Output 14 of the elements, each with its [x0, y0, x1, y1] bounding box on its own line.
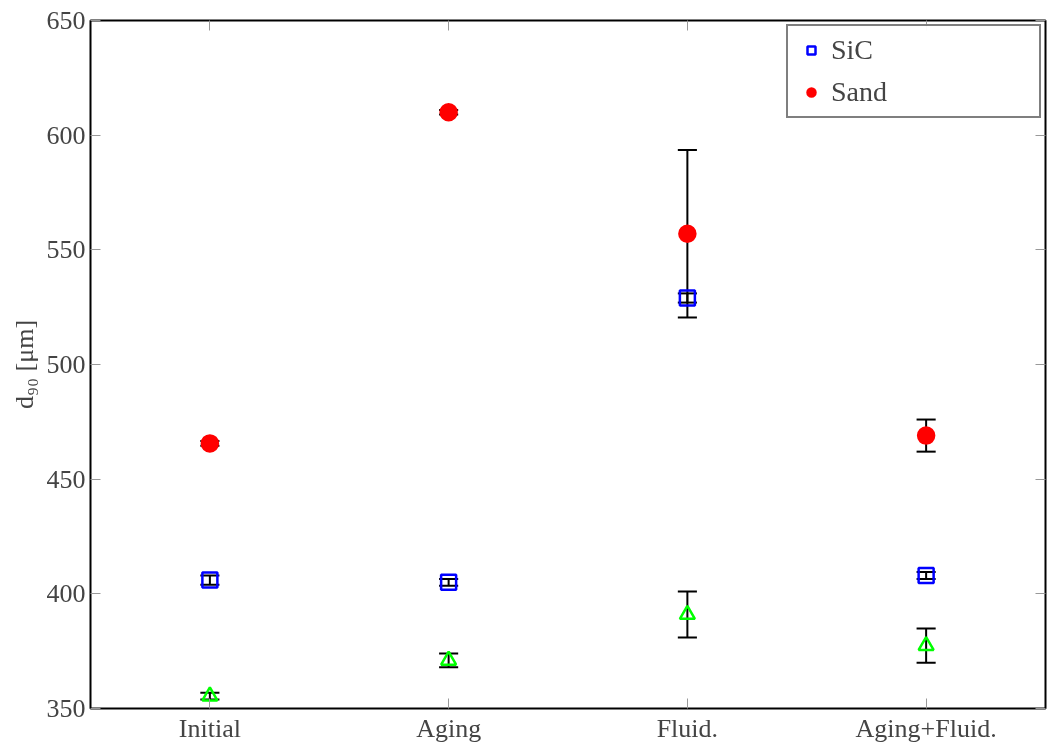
x-tick-label: Aging+Fluid.: [855, 713, 997, 743]
y-tick-label: 350: [46, 694, 86, 723]
y-tick-label: 400: [46, 579, 86, 609]
legend-label: Sand: [831, 76, 888, 108]
x-tick-label: Fluid.: [656, 713, 719, 743]
y-tick-label: 550: [46, 235, 86, 265]
y-axis-title: d₉₀ [μm]: [9, 319, 39, 410]
legend-label: SiC: [831, 34, 875, 66]
y-tick-label: 600: [46, 120, 86, 150]
x-tick-label: Initial: [178, 713, 241, 743]
y-tick-label: 650: [46, 6, 86, 35]
y-tick-label: 500: [46, 350, 86, 379]
y-tick-label: 450: [46, 464, 86, 494]
x-tick-label: Aging: [416, 713, 482, 743]
